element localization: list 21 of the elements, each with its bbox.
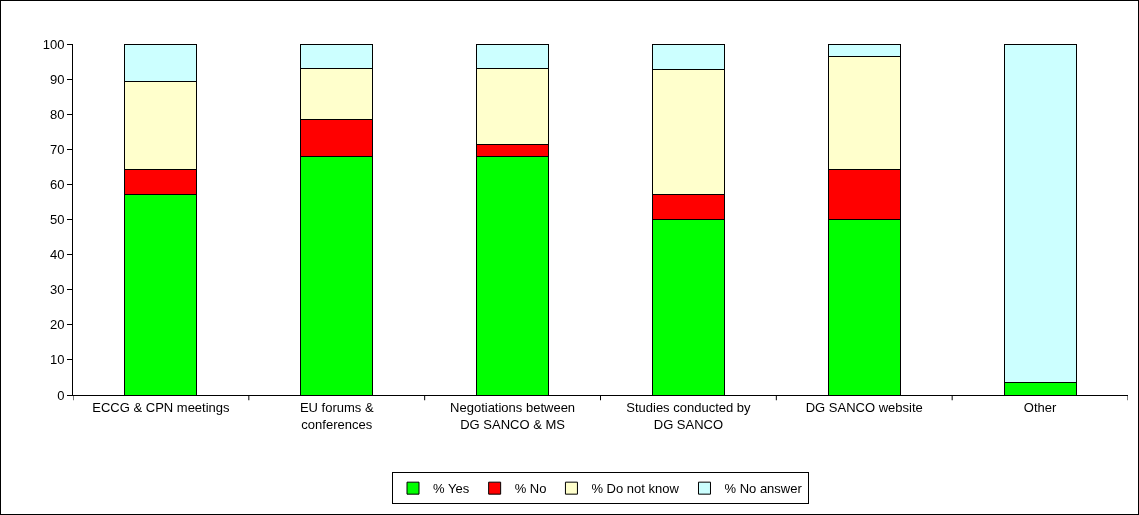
x-tick-label: Negotiations between DG SANCO & MS — [450, 399, 576, 432]
legend-label: % Do not know — [591, 481, 680, 497]
x-tick-label: DG SANCO website — [805, 399, 923, 415]
y-tick-label: 10 — [49, 352, 65, 368]
y-tick-label: 80 — [49, 106, 65, 122]
x-tick-label: ECCG & CPN meetings — [92, 399, 231, 415]
y-tick-label: 20 — [49, 317, 65, 333]
y-tick-label: 60 — [49, 176, 65, 192]
y-tick-label: 70 — [49, 141, 65, 157]
y-tick-label: 90 — [49, 71, 65, 87]
x-tick-label: Studies conducted by DG SANCO — [626, 399, 752, 432]
y-tick-label: 50 — [49, 212, 65, 228]
x-tick-label: EU forums & conferences — [299, 399, 374, 432]
y-tick-label: 30 — [49, 282, 65, 298]
y-tick-label: 0 — [57, 387, 65, 403]
legend-label: % No answer — [724, 481, 803, 497]
legend-label: % Yes — [433, 481, 470, 497]
legend-label: % No — [514, 481, 547, 497]
y-tick-label: 100 — [42, 36, 65, 52]
x-tick-label: Other — [1023, 399, 1058, 415]
y-tick-label: 40 — [49, 247, 65, 263]
